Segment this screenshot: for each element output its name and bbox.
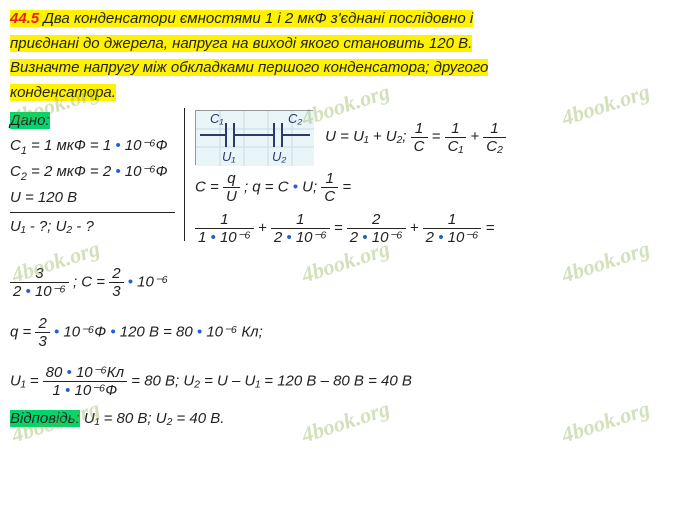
eq-frac-chain-2: 32 • 10⁻⁶ ; C = 23 • 10⁻⁶ xyxy=(10,265,685,301)
problem-text-1: Два конденсатори ємностями 1 і 2 мкФ з'є… xyxy=(43,10,473,27)
circuit-diagram: C₁ C₂ U₁ U₂ xyxy=(195,110,313,165)
eq-u1: U₁ = 80 • 10⁻⁶Кл 1 • 10⁻⁶Ф = 80 В; U₂ = … xyxy=(10,364,685,400)
given-section: Дано: C1 = 1 мкФ = 1 • 10⁻⁶Ф C2 = 2 мкФ … xyxy=(10,108,685,251)
problem-line-1: 44.5 Два конденсатори ємностями 1 і 2 мк… xyxy=(10,8,685,31)
given-c2: C2 = 2 мкФ = 2 • 10⁻⁶Ф xyxy=(10,161,178,185)
answer-text: U₁ = 80 В; U₂ = 40 В. xyxy=(80,410,225,427)
solution-right: C₁ C₂ U₁ U₂ U = U₁ + U₂; 1C = 1C₁ + 1C₂ … xyxy=(185,108,685,251)
answer-row: Відповідь: U₁ = 80 В; U₂ = 40 В. xyxy=(10,408,685,431)
given-u: U = 120 В xyxy=(10,187,178,210)
svg-text:U₂: U₂ xyxy=(272,149,286,164)
svg-text:C₁: C₁ xyxy=(210,111,224,126)
given-label: Дано: xyxy=(10,112,50,129)
find: U₁ - ?; U₂ - ? xyxy=(10,216,178,239)
problem-number: 44.5 xyxy=(10,10,39,27)
given-left: Дано: C1 = 1 мкФ = 1 • 10⁻⁶Ф C2 = 2 мкФ … xyxy=(10,108,185,241)
problem-line-3: Визначте напругу між обкладками першого … xyxy=(10,57,685,80)
answer-label: Відповідь: xyxy=(10,410,80,427)
eq-q: q = 23 • 10⁻⁶Ф • 120 В = 80 • 10⁻⁶ Кл; xyxy=(10,315,685,351)
eq-c-qu: C = qU ; q = C • U; 1C = xyxy=(195,170,685,206)
svg-text:C₂: C₂ xyxy=(288,111,302,126)
svg-text:U₁: U₁ xyxy=(222,149,236,164)
problem-line-4: конденсатора. xyxy=(10,82,685,105)
eq-frac-chain-1: 11 • 10⁻⁶ + 12 • 10⁻⁶ = 22 • 10⁻⁶ + 12 •… xyxy=(195,211,685,247)
problem-line-2: приєднані до джерела, напруга на виході … xyxy=(10,33,685,56)
eq-u-sum: U = U₁ + U₂; 1C = 1C₁ + 1C₂ xyxy=(325,128,506,145)
given-c1: C1 = 1 мкФ = 1 • 10⁻⁶Ф xyxy=(10,135,178,159)
